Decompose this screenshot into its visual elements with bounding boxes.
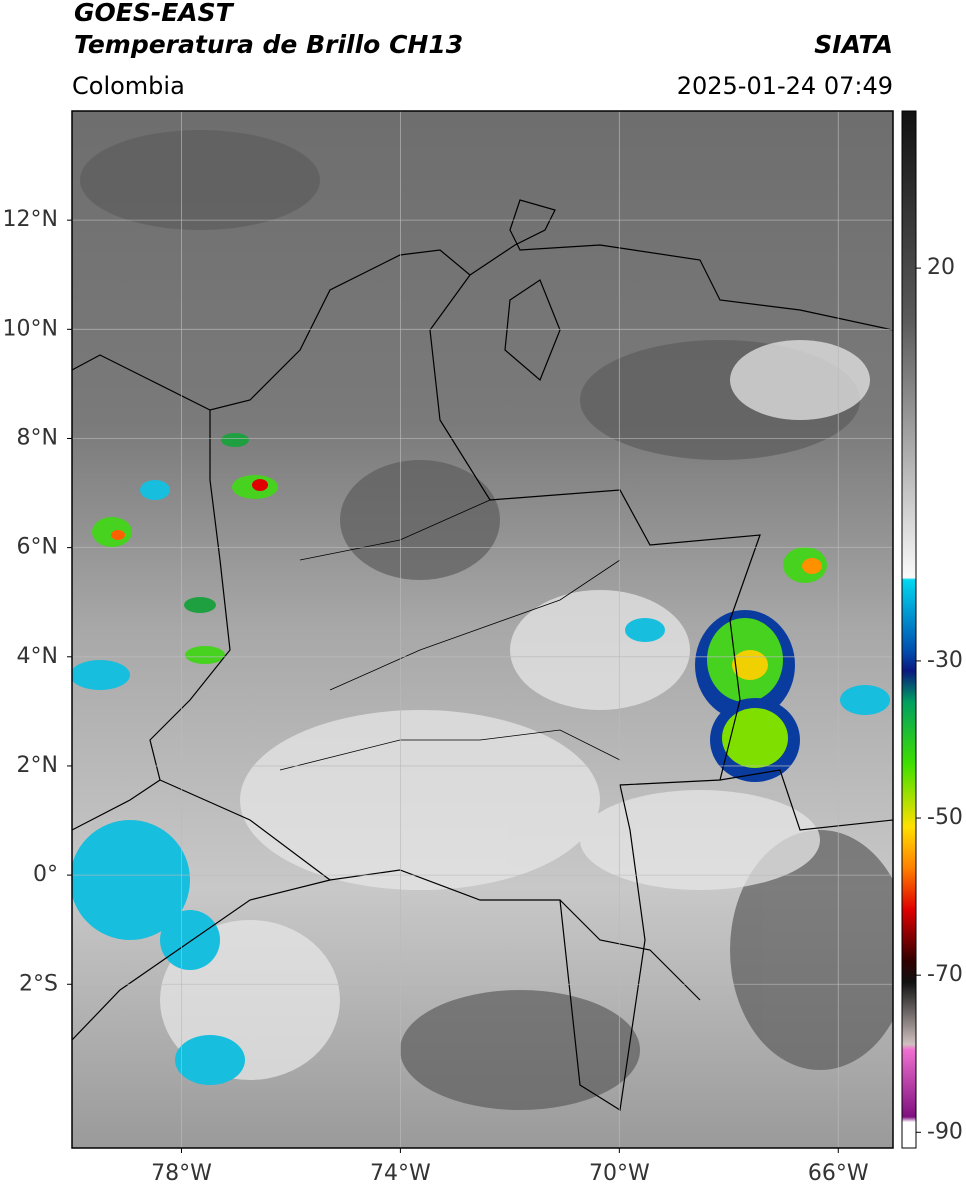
- datetime: 2025-01-24 07:49: [677, 72, 893, 100]
- y-tick-label: 0°: [33, 862, 58, 887]
- colorbar-tick-label: -90: [927, 1119, 963, 1144]
- borders: [72, 199, 893, 1111]
- map-image: [72, 111, 893, 1148]
- y-tick-label: 4°N: [17, 644, 58, 669]
- convective-storms: [92, 433, 827, 782]
- colorbar-tick-label: -70: [927, 962, 963, 987]
- y-tick-label: 2°N: [17, 753, 58, 778]
- title: GOES-EAST: [74, 0, 235, 27]
- x-tick-label: 74°W: [370, 1161, 431, 1186]
- cold-cloud-cyan: [72, 480, 890, 1085]
- region: Colombia: [72, 72, 185, 100]
- y-tick-label: 8°N: [17, 425, 58, 450]
- subtitle: Temperatura de Brillo CH13: [74, 30, 463, 59]
- y-tick-label: 6°N: [17, 535, 58, 560]
- x-tick-label: 70°W: [589, 1161, 650, 1186]
- map-frame: [71, 110, 894, 1149]
- colorbar-tick-label: -30: [927, 648, 963, 673]
- y-tick-label: 10°N: [3, 316, 58, 341]
- colorbar-tick-label: 20: [927, 255, 955, 280]
- y-tick-label: 12°N: [3, 207, 58, 232]
- colorbar-tick-label: -50: [927, 805, 963, 830]
- colorbar: [901, 110, 917, 1149]
- source: SIATA: [814, 30, 893, 59]
- grid-layer: [72, 111, 893, 1148]
- y-tick-label: 2°S: [19, 971, 58, 996]
- x-tick-label: 78°W: [151, 1161, 212, 1186]
- x-tick-label: 66°W: [808, 1161, 869, 1186]
